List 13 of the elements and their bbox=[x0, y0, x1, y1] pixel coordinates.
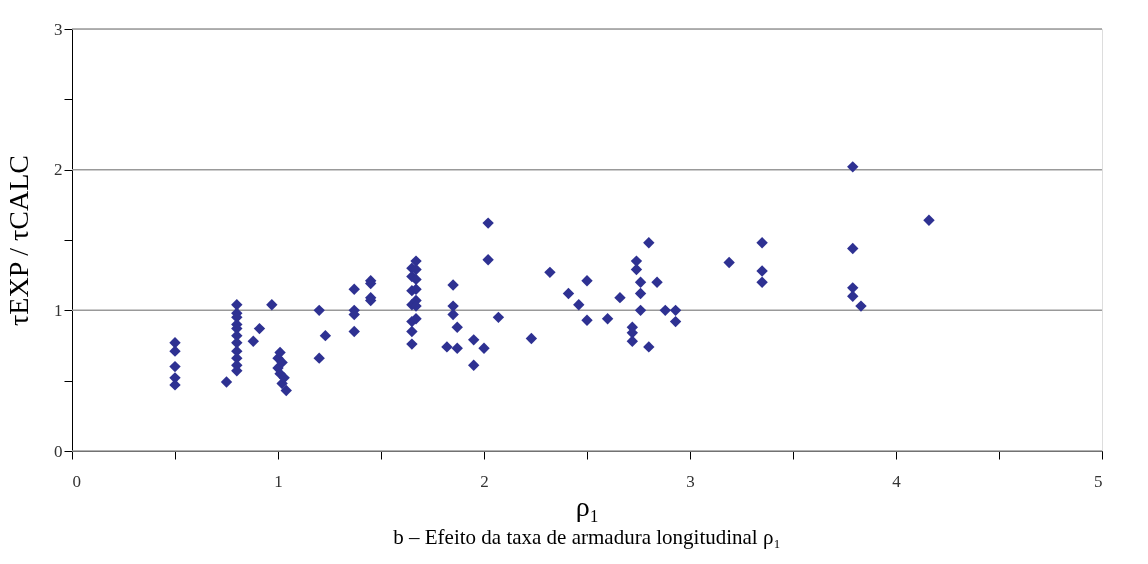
x-tick-label: 1 bbox=[274, 471, 283, 491]
y-tick-label: 2 bbox=[54, 160, 63, 180]
x-tick-label: 4 bbox=[892, 471, 902, 491]
y-axis-title: τEXP / τCALC bbox=[3, 155, 34, 326]
x-tick-label: 3 bbox=[686, 471, 695, 491]
x-tick-label: 5 bbox=[1094, 471, 1103, 491]
y-tick-label: 1 bbox=[54, 300, 63, 320]
text: b – Efeito da taxa de armadura longitudinal ρ₁ bbox=[393, 525, 781, 549]
x-tick-label: 0 bbox=[72, 471, 81, 491]
y-tick-label: 3 bbox=[54, 19, 63, 39]
x-tick-label: 2 bbox=[480, 471, 489, 491]
y-tick-label: 0 bbox=[54, 441, 63, 461]
x-axis-title: ρ₁ bbox=[575, 490, 600, 522]
